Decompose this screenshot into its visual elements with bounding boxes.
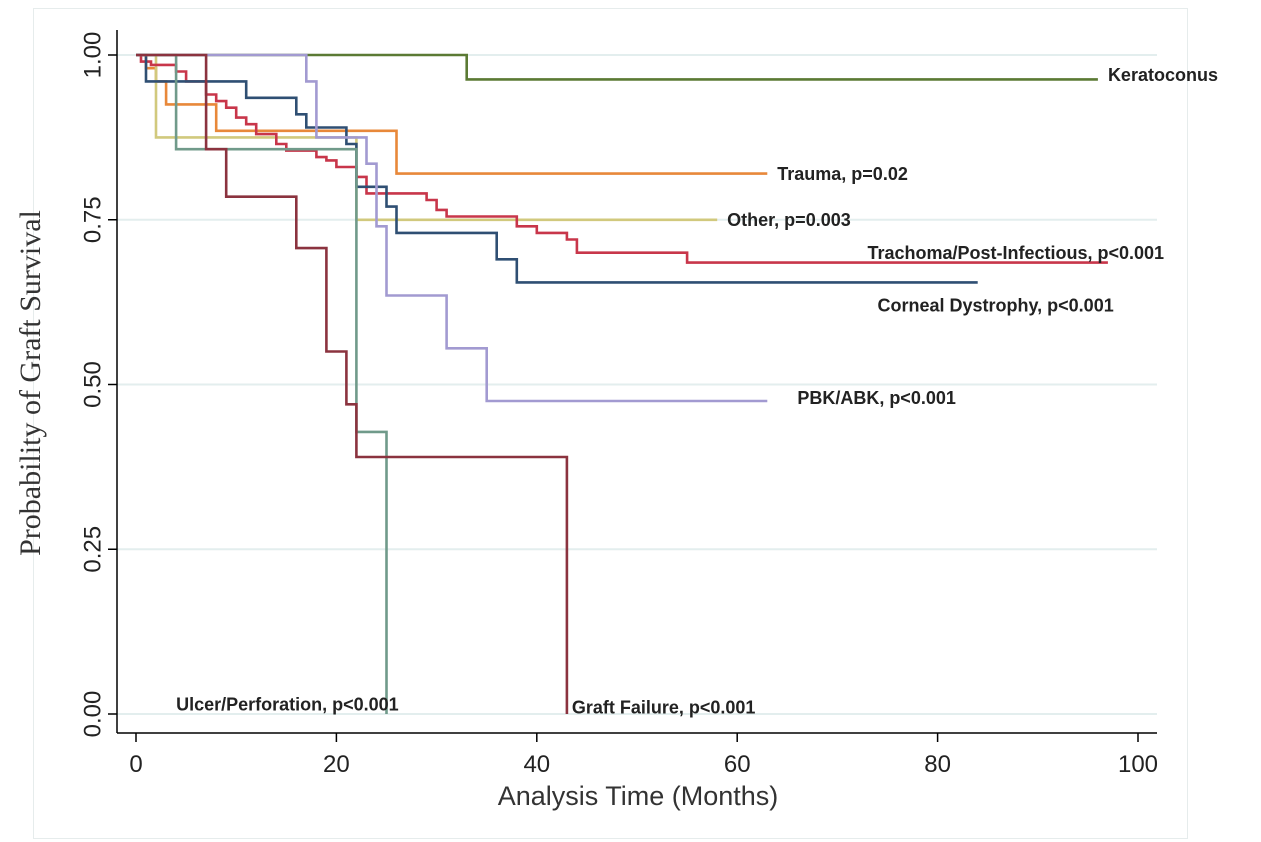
- y-tick-label-1: 0.25: [80, 526, 107, 573]
- ticks: 0.00 0.25 0.50 0.75 1.00 0 20 40 60 80 100: [80, 32, 1158, 778]
- series-6-label: Ulcer/Perforation, p<0.001: [176, 694, 399, 714]
- x-tick-label-5: 100: [1118, 751, 1158, 778]
- series-4-label: Corneal Dystrophy, p<0.001: [877, 296, 1113, 316]
- x-axis-title: Analysis Time (Months): [498, 781, 779, 811]
- y-tick-label-3: 0.75: [80, 196, 107, 243]
- chart-frame: [33, 8, 1188, 839]
- series-7-line: [136, 53, 569, 714]
- x-tick-label-0: 0: [129, 751, 142, 778]
- series-2-label: Other, p=0.003: [727, 210, 851, 230]
- x-tick-label-1: 20: [323, 751, 350, 778]
- series-5-line: [136, 53, 768, 403]
- series-lines: [136, 53, 1108, 714]
- series-labels: Keratoconus Trauma, p=0.02 Other, p=0.003 T…: [176, 65, 1218, 718]
- y-axis-title: Probability of Graft Survival: [14, 210, 47, 556]
- x-tick-label-4: 80: [924, 751, 951, 778]
- series-7-label: Graft Failure, p<0.001: [572, 698, 756, 718]
- x-tick-label-3: 60: [724, 751, 751, 778]
- x-tick-label-2: 40: [523, 751, 550, 778]
- series-0-label: Keratoconus: [1108, 65, 1218, 85]
- y-tick-label-4: 1.00: [80, 32, 107, 79]
- series-3-label: Trachoma/Post-Infectious, p<0.001: [867, 243, 1164, 263]
- series-5-label: PBK/ABK, p<0.001: [797, 388, 956, 408]
- y-tick-label-0: 0.00: [80, 691, 107, 738]
- y-tick-label-2: 0.50: [80, 361, 107, 408]
- series-1-label: Trauma, p=0.02: [777, 164, 908, 184]
- series-4-line: [136, 53, 978, 284]
- axes: [116, 30, 1157, 734]
